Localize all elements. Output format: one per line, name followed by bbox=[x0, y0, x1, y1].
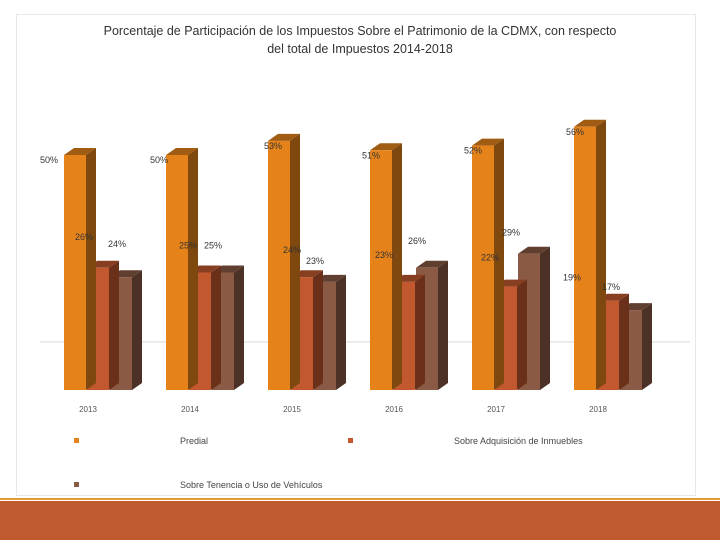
x-tick-label: 2015 bbox=[283, 405, 301, 414]
bar-front-face bbox=[166, 155, 188, 390]
bar-front-face bbox=[472, 145, 494, 390]
value-label: 50% bbox=[150, 155, 168, 165]
bar-front-face bbox=[268, 140, 290, 390]
value-label: 53% bbox=[264, 141, 282, 151]
bar-2017-predial bbox=[472, 138, 504, 390]
footer-accent-line bbox=[0, 498, 720, 500]
bar-side-face bbox=[313, 270, 323, 390]
value-label: 56% bbox=[566, 127, 584, 137]
legend-label: Predial bbox=[180, 436, 208, 446]
bar-2013-predial bbox=[64, 148, 96, 390]
legend-swatch bbox=[348, 438, 353, 443]
bar-side-face bbox=[86, 148, 96, 390]
legend-swatch bbox=[74, 482, 79, 487]
value-label: 19% bbox=[563, 273, 581, 283]
bar-side-face bbox=[109, 260, 119, 390]
legend-label: Sobre Adquisición de Inmuebles bbox=[454, 436, 583, 446]
bar-2018-predial bbox=[574, 119, 606, 391]
bar-front-face bbox=[574, 126, 596, 391]
value-label: 24% bbox=[283, 245, 301, 255]
bar-top-face bbox=[370, 143, 402, 151]
bars-group bbox=[64, 119, 652, 391]
value-label: 29% bbox=[502, 228, 520, 238]
value-label: 26% bbox=[75, 232, 93, 242]
legend-label: Sobre Tenencia o Uso de Vehículos bbox=[180, 480, 323, 490]
bar-side-face bbox=[188, 148, 198, 390]
bar-front-face bbox=[64, 155, 86, 390]
chart-title: Porcentaje de Participación de los Impue… bbox=[103, 24, 617, 56]
bar-top-face bbox=[416, 260, 448, 268]
bar-side-face bbox=[290, 133, 300, 390]
bar-side-face bbox=[494, 138, 504, 390]
legend-item: Sobre Tenencia o Uso de Vehículos bbox=[74, 480, 323, 490]
bar-top-face bbox=[518, 246, 550, 254]
legend-swatch bbox=[74, 438, 79, 443]
value-labels-group: 50% 26% 24% 50% 25% 25% 53% 24% 23% 51% 23% 26% 52% 2… bbox=[40, 127, 620, 292]
bar-side-face bbox=[642, 303, 652, 390]
value-label: 24% bbox=[108, 239, 126, 249]
bar-2016-predial bbox=[370, 143, 402, 390]
legend-item: Sobre Adquisición de Inmuebles bbox=[348, 436, 583, 446]
bar-side-face bbox=[234, 265, 244, 390]
value-label: 50% bbox=[40, 155, 58, 165]
bar-top-face bbox=[472, 138, 504, 146]
bar-side-face bbox=[517, 279, 527, 390]
value-label: 26% bbox=[408, 236, 426, 246]
bar-side-face bbox=[415, 274, 425, 390]
bar-side-face bbox=[438, 260, 448, 390]
footer-band bbox=[0, 501, 720, 540]
bar-top-face bbox=[64, 148, 96, 155]
bar-side-face bbox=[132, 270, 142, 390]
x-tick-labels-group: 2013 2014 2015 2016 2017 2018 bbox=[79, 405, 607, 414]
legend-item: Predial bbox=[74, 436, 208, 446]
value-label: 51% bbox=[362, 150, 380, 160]
bar-top-face bbox=[574, 119, 606, 127]
bar-top-face bbox=[268, 133, 300, 141]
x-tick-label: 2013 bbox=[79, 405, 97, 414]
bar-side-face bbox=[392, 143, 402, 390]
bar-side-face bbox=[336, 274, 346, 390]
value-label: 25% bbox=[204, 241, 222, 251]
value-label: 23% bbox=[306, 256, 324, 266]
legend: Predial Sobre Adquisición de Inmuebles Sob… bbox=[74, 436, 583, 490]
x-tick-label: 2016 bbox=[385, 405, 403, 414]
bar-side-face bbox=[596, 119, 606, 391]
value-label: 25% bbox=[179, 241, 197, 251]
bar-top-face bbox=[166, 148, 198, 155]
bar-front-face bbox=[370, 150, 392, 390]
bar-chart: 50% 26% 24% 50% 25% 25% 53% 24% 23% 51% 23% 26% 52% 2… bbox=[40, 119, 690, 490]
value-label: 22% bbox=[481, 253, 499, 263]
x-tick-label: 2018 bbox=[589, 405, 607, 414]
value-label: 52% bbox=[464, 146, 482, 156]
bar-side-face bbox=[540, 246, 550, 390]
value-label: 17% bbox=[602, 282, 620, 292]
chart-frame bbox=[16, 14, 696, 496]
x-tick-label: 2014 bbox=[181, 405, 199, 414]
bar-2015-predial bbox=[268, 133, 300, 390]
bar-side-face bbox=[211, 265, 221, 390]
bar-side-face bbox=[619, 293, 629, 390]
value-label: 23% bbox=[375, 250, 393, 260]
x-tick-label: 2017 bbox=[487, 405, 505, 414]
bar-2014-predial bbox=[166, 148, 198, 390]
